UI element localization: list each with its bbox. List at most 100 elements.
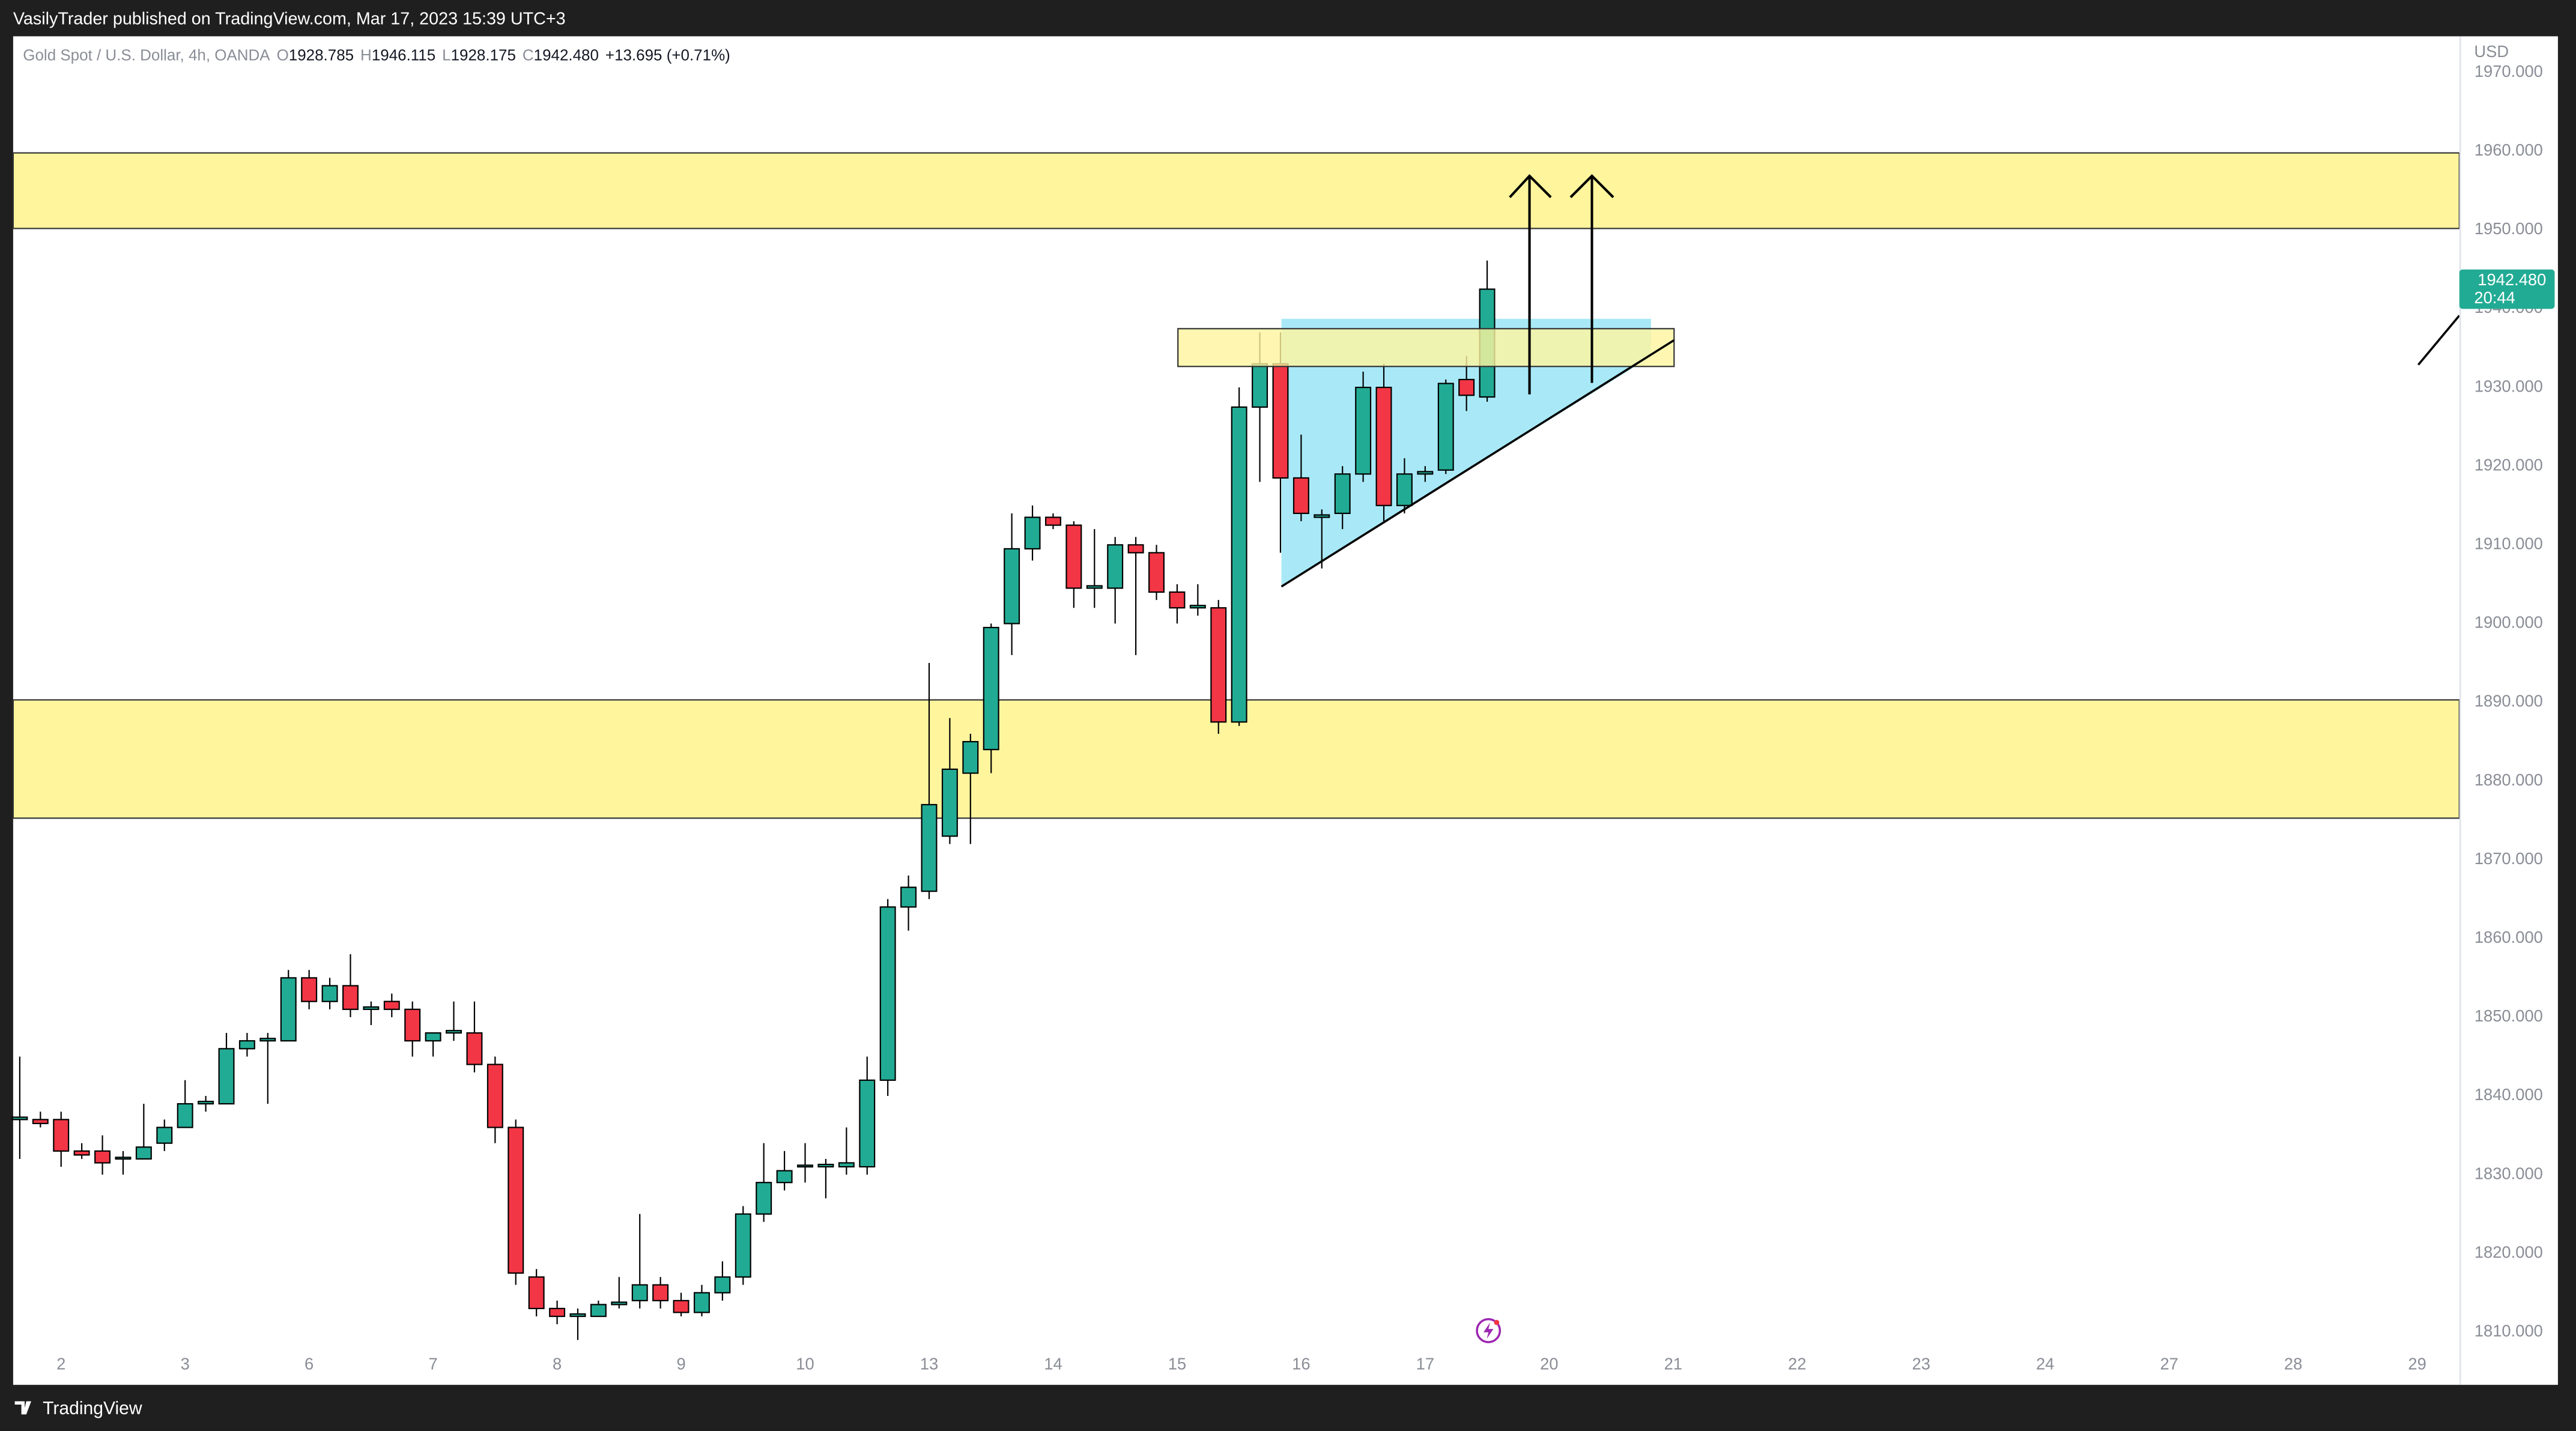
y-tick-label: 1810.000 [2474, 1322, 2543, 1340]
legend-high: 1946.115 [372, 46, 435, 64]
countdown: 20:44 [2474, 288, 2515, 307]
candle-body [590, 1304, 607, 1318]
y-tick-label: 1840.000 [2474, 1085, 2543, 1104]
candle-body [652, 1284, 669, 1301]
candle-body [1148, 552, 1165, 593]
candle-body [53, 1119, 70, 1152]
drawings [12, 152, 2460, 819]
events-bolt [1483, 1322, 1494, 1339]
y-tick-label: 1900.000 [2474, 613, 2543, 632]
candle-body [280, 977, 297, 1042]
legend-open-label: O [277, 46, 289, 64]
arrow-head [1509, 174, 1552, 198]
footer-text: TradingView [43, 1399, 142, 1418]
candle-body [631, 1284, 648, 1301]
candle-body [735, 1213, 751, 1278]
legend-low: 1928.175 [451, 46, 516, 64]
candle-body [941, 768, 958, 837]
candle-body [1334, 473, 1351, 514]
candle-body [859, 1079, 876, 1168]
candle-body [301, 977, 318, 1002]
arrow-head [1569, 174, 1614, 198]
candle-body [1437, 383, 1454, 471]
candle-body [879, 906, 896, 1081]
events-icon[interactable] [1476, 1318, 1502, 1343]
y-tick-label: 1880.000 [2474, 770, 2543, 789]
y-tick-label: 1950.000 [2474, 219, 2543, 238]
candle-body [11, 1116, 28, 1121]
y-tick-label: 1920.000 [2474, 455, 2543, 474]
candles [11, 260, 1496, 1340]
candle-body [383, 1000, 400, 1010]
y-tick-label: 1890.000 [2474, 692, 2543, 710]
candle-body [135, 1146, 152, 1160]
x-tick-label: 28 [2284, 1355, 2302, 1373]
y-tick-label: 1930.000 [2474, 377, 2543, 395]
x-tick-label: 8 [553, 1355, 562, 1373]
candle-body [549, 1307, 566, 1318]
candle-body [756, 1182, 772, 1215]
candle-body [466, 1032, 483, 1065]
x-tick-label: 24 [2036, 1355, 2054, 1373]
y-tick-label: 1860.000 [2474, 928, 2543, 946]
candle-body [238, 1040, 255, 1050]
candle-body [673, 1299, 689, 1313]
candle-body [73, 1150, 90, 1156]
x-tick-label: 10 [796, 1355, 814, 1373]
x-tick-label: 6 [305, 1355, 314, 1373]
x-tick-label: 9 [676, 1355, 685, 1373]
candle-body [1024, 516, 1041, 549]
y-tick-label: 1870.000 [2474, 849, 2543, 868]
candle-body [1065, 524, 1082, 589]
candle-body [611, 1301, 628, 1305]
candle-body [838, 1162, 855, 1168]
candle-body [363, 1006, 380, 1010]
x-tick-label: 21 [1664, 1355, 1682, 1373]
drawing-line [2417, 315, 2461, 366]
footer: TradingView [14, 1399, 142, 1418]
candle-body [1396, 473, 1413, 506]
candle-body [1252, 363, 1268, 408]
candle-body [446, 1030, 462, 1034]
candle-body [1127, 544, 1144, 554]
candle-body [1272, 363, 1289, 479]
legend-high-label: H [360, 46, 372, 64]
candle-body [508, 1127, 524, 1274]
legend: Gold Spot / U.S. Dollar, 4h, OANDA O 1928.… [23, 46, 730, 64]
triangle-fill [1281, 318, 1652, 587]
candle-body [569, 1313, 586, 1318]
candle-body [32, 1119, 49, 1124]
candle-body [425, 1032, 441, 1042]
legend-close: 1942.480 [534, 46, 599, 64]
candle-body [1189, 605, 1206, 609]
price-tag-label: 1942.480 [2478, 270, 2546, 289]
candle-body [693, 1292, 710, 1313]
candle-body [776, 1170, 793, 1184]
y-tick-label: 1970.000 [2474, 62, 2543, 80]
legend-symbol: Gold Spot / U.S. Dollar, 4h, OANDA [23, 46, 270, 64]
x-tick-label: 13 [920, 1355, 938, 1373]
x-tick-label: 17 [1416, 1355, 1434, 1373]
x-tick-label: 22 [1788, 1355, 1806, 1373]
breakout-zone [1177, 328, 1675, 368]
price-tag [2459, 269, 2555, 309]
candle-body [983, 626, 999, 751]
candle-body [528, 1276, 545, 1310]
x-tick-label: 20 [1540, 1355, 1558, 1373]
candle-body [1107, 544, 1124, 589]
legend-change: +13.695 (+0.71%) [605, 46, 730, 64]
footer-logo [14, 1401, 31, 1415]
candle-body [218, 1048, 235, 1105]
candle-body [1314, 514, 1330, 518]
candle-body [1210, 607, 1227, 723]
x-tick-label: 15 [1168, 1355, 1186, 1373]
candle-body [156, 1127, 173, 1144]
candle-body [714, 1276, 731, 1293]
candle-body [962, 740, 979, 774]
overlay-drawings [1177, 174, 2461, 1343]
publisher-line: VasilyTrader published on TradingView.co… [13, 10, 566, 29]
legend-close-label: C [523, 46, 534, 64]
y-tick-label: 1960.000 [2474, 141, 2543, 159]
